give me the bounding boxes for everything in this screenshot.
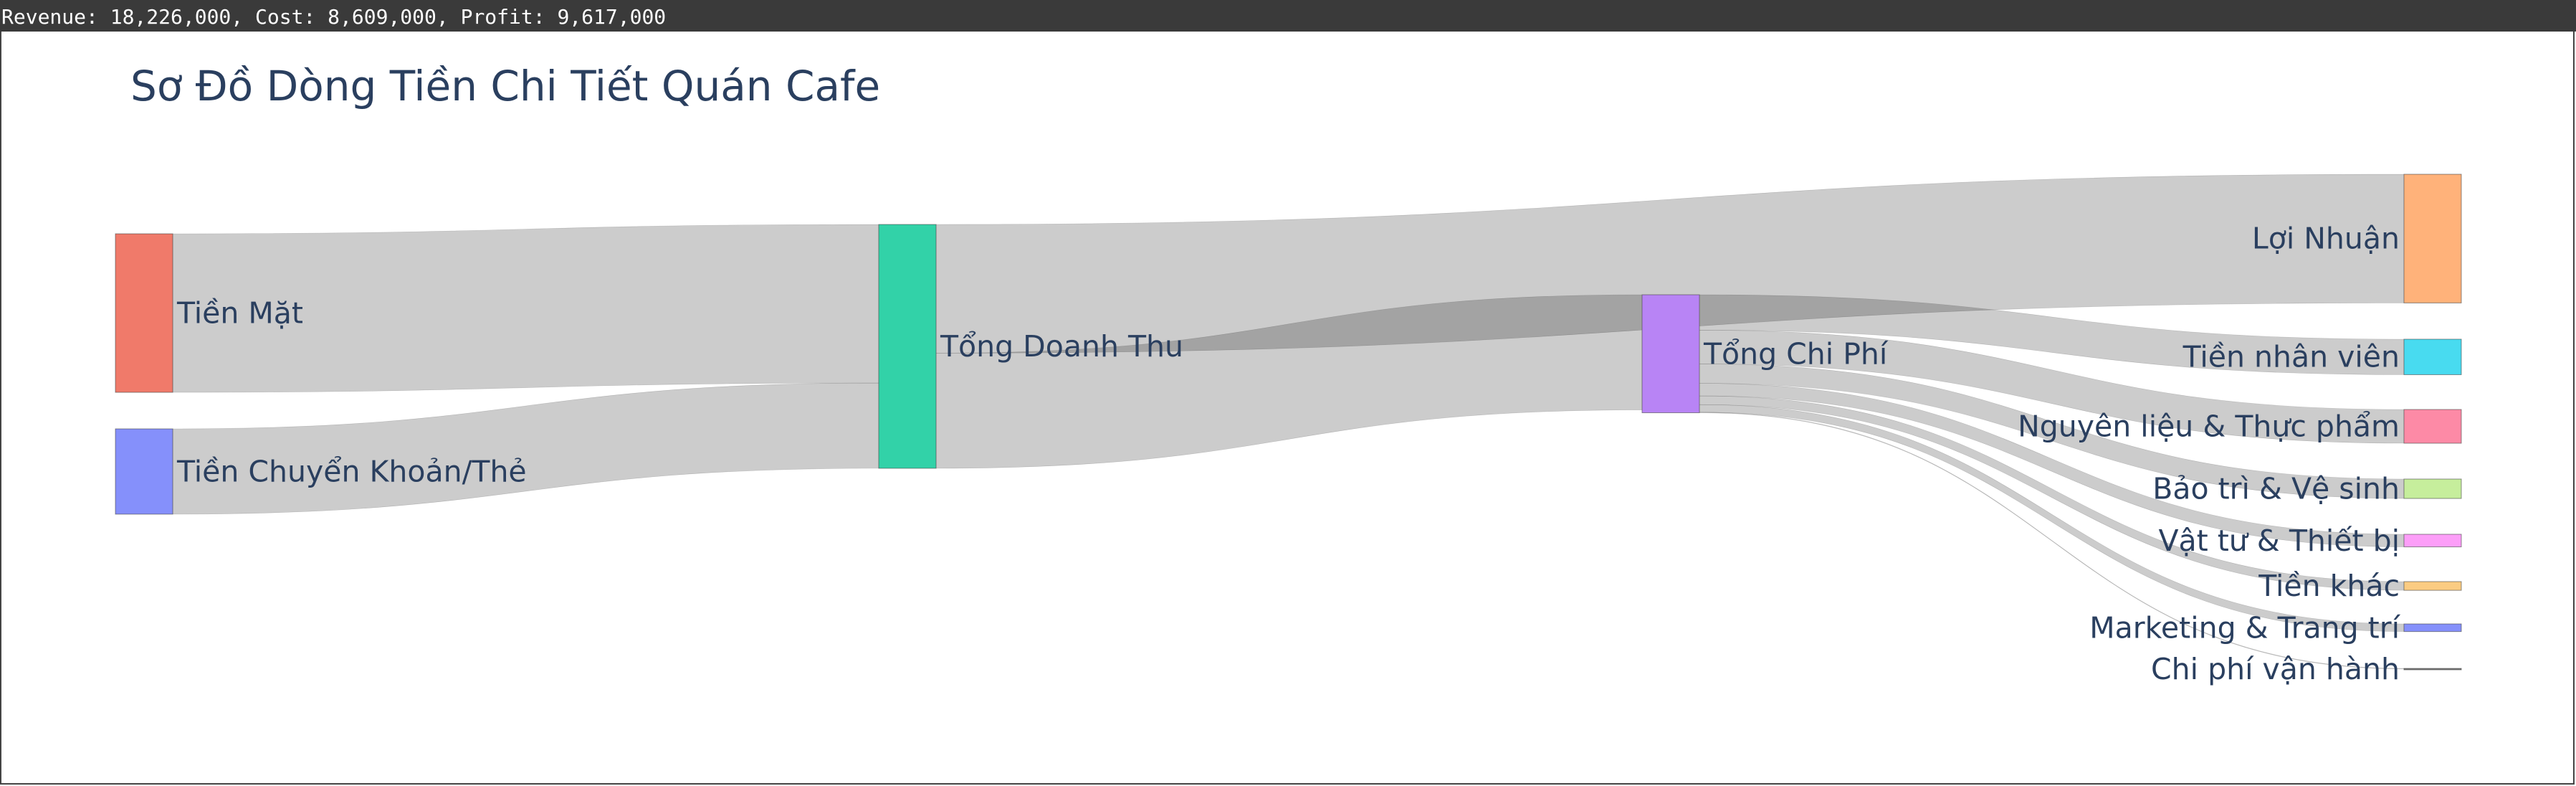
node-transfer[interactable] bbox=[115, 428, 173, 515]
node-maintenance[interactable] bbox=[2403, 478, 2462, 499]
link-transfer-to-revenue[interactable] bbox=[172, 382, 879, 515]
node-label-operations: Chi phí vận hành bbox=[2151, 652, 2400, 686]
status-bar-text: Revenue: 18,226,000, Cost: 8,609,000, Pr… bbox=[1, 5, 667, 29]
status-bar: Revenue: 18,226,000, Cost: 8,609,000, Pr… bbox=[0, 0, 2576, 32]
nodes-layer bbox=[115, 174, 2462, 671]
node-ingredients[interactable] bbox=[2403, 409, 2462, 444]
node-label-maintenance: Bảo trì & Vệ sinh bbox=[2152, 472, 2400, 506]
node-label-supplies: Vật tư & Thiết bị bbox=[2158, 524, 2400, 558]
node-supplies[interactable] bbox=[2403, 534, 2462, 548]
chart-title: Sơ Đồ Dòng Tiền Chi Tiết Quán Cafe bbox=[130, 62, 880, 110]
labels-layer: Tiền Mặt Tiền Chuyển Khoản/Thẻ Tổng Doanh … bbox=[176, 222, 2401, 686]
node-label-cash: Tiền Mặt bbox=[176, 296, 303, 331]
node-other[interactable] bbox=[2403, 581, 2462, 591]
chart-frame bbox=[0, 32, 2575, 785]
node-label-transfer: Tiền Chuyển Khoản/Thẻ bbox=[176, 454, 527, 488]
node-operations[interactable] bbox=[2403, 668, 2462, 671]
node-label-ingredients: Nguyên liệu & Thực phẩm bbox=[2018, 409, 2400, 444]
node-label-revenue: Tổng Doanh Thu bbox=[940, 329, 1183, 364]
node-profit[interactable] bbox=[2403, 174, 2462, 303]
node-label-profit: Lợi Nhuận bbox=[2252, 222, 2400, 256]
node-label-cost: Tổng Chi Phí bbox=[1703, 336, 1889, 371]
node-label-staff: Tiền nhân viên bbox=[2183, 340, 2400, 374]
node-label-other: Tiền khác bbox=[2258, 569, 2400, 603]
node-cash[interactable] bbox=[115, 233, 173, 393]
node-label-marketing: Marketing & Trang trí bbox=[2089, 610, 2400, 645]
node-marketing[interactable] bbox=[2403, 623, 2462, 633]
node-cost[interactable] bbox=[1641, 294, 1700, 414]
node-revenue[interactable] bbox=[878, 224, 937, 469]
links-layer bbox=[172, 174, 2405, 670]
node-staff[interactable] bbox=[2403, 338, 2462, 375]
